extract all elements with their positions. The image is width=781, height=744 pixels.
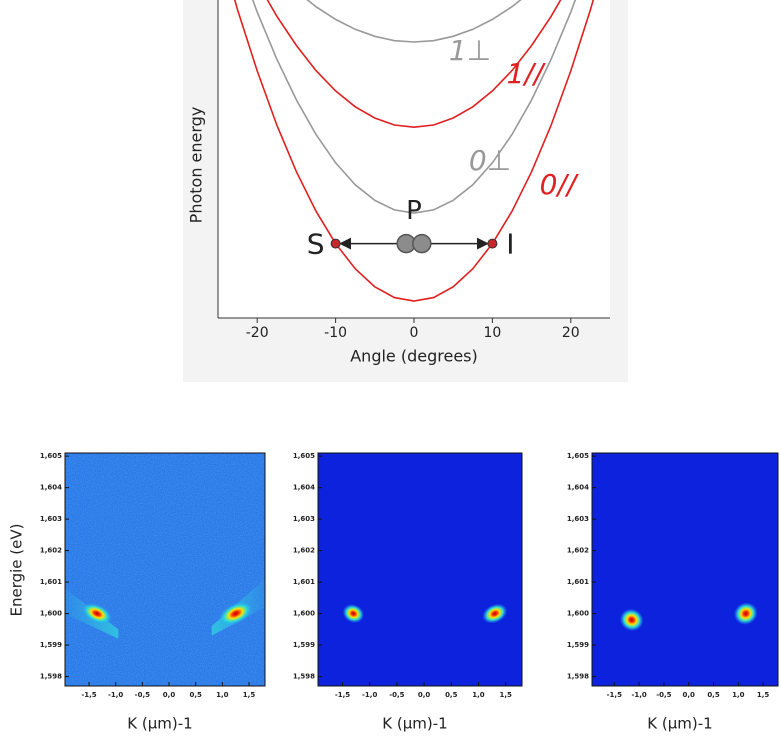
x-axis-label: K (µm)-1 (647, 715, 712, 733)
x-tick-label: 0 (410, 325, 419, 341)
point-label: I (506, 228, 514, 261)
y-tick-label: 1,599 (293, 641, 315, 649)
x-tick-label: 1,0 (216, 691, 229, 699)
plot-frame (317, 452, 523, 687)
point-label: S (307, 228, 325, 261)
x-tick-label: 10 (483, 325, 501, 341)
point-label: P (406, 196, 422, 226)
y-tick-label: 1,604 (293, 484, 315, 492)
y-tick-label: 1,599 (40, 641, 62, 649)
curve-label: 0// (540, 168, 579, 201)
y-tick-label: 1,603 (567, 515, 589, 523)
heatmap-blob (619, 608, 644, 632)
x-tick-label: -20 (246, 325, 269, 341)
y-tick-label: 1,602 (40, 547, 62, 555)
x-tick-label: -1,5 (335, 691, 350, 699)
y-tick-label: 1,602 (567, 547, 589, 555)
curve-label: 0⊥ (469, 144, 511, 177)
y-tick-label: 1,598 (567, 673, 589, 681)
x-tick-label: -1,0 (631, 691, 646, 699)
x-tick-label: -1,0 (108, 691, 123, 699)
x-tick-label: 20 (562, 325, 580, 341)
x-axis-label: K (µm)-1 (382, 715, 447, 733)
plot-frame (591, 452, 779, 687)
y-tick-label: 1,601 (567, 578, 589, 586)
point (487, 238, 498, 249)
y-tick-label: 1,605 (293, 452, 315, 460)
plot-area (218, 0, 610, 318)
x-axis-label: K (µm)-1 (127, 715, 192, 733)
y-tick-label: 1,599 (567, 641, 589, 649)
y-tick-label: 1,598 (40, 673, 62, 681)
x-tick-label: -1,5 (81, 691, 96, 699)
y-tick-label: 1,604 (567, 484, 589, 492)
x-tick-label: 0,0 (683, 691, 696, 699)
y-tick-label: 1,604 (40, 484, 62, 492)
heatmap-bg (318, 453, 522, 686)
x-tick-label: 1,0 (472, 691, 485, 699)
point (412, 233, 432, 254)
heatmap-bg (592, 453, 778, 686)
x-tick-label: 1,5 (499, 691, 512, 699)
curves (233, 0, 595, 302)
heatmap-blob (218, 601, 253, 626)
x-tick-label: -0,5 (656, 691, 671, 699)
x-tick-label: 0,5 (189, 691, 202, 699)
y-tick-label: 1,601 (293, 578, 315, 586)
y-tick-label: 1,603 (293, 515, 315, 523)
y-tick-label: 1,603 (40, 515, 62, 523)
y-tick-label: 1,602 (293, 547, 315, 555)
x-tick-label: 0,5 (707, 691, 720, 699)
y-tick-label: 1,600 (293, 610, 315, 618)
x-tick-label: 1,0 (732, 691, 745, 699)
x-tick-label: 0,0 (418, 691, 431, 699)
curve (306, 0, 522, 43)
curve-label: 1⊥ (449, 34, 491, 67)
x-tick-label: 0,0 (163, 691, 176, 699)
x-tick-label: -1,5 (607, 691, 622, 699)
x-axis-label: Angle (degrees) (350, 347, 478, 366)
heatmap-blob (82, 602, 112, 625)
y-tick-label: 1,600 (40, 610, 62, 618)
x-tick-label: 0,5 (445, 691, 458, 699)
y-tick-label: 1,605 (40, 452, 62, 460)
y-tick-label: 1,598 (293, 673, 315, 681)
x-tick-label: -0,5 (389, 691, 404, 699)
curve-label: 1// (507, 57, 546, 90)
y-tick-label: 1,600 (567, 610, 589, 618)
x-tick-label: -10 (324, 325, 347, 341)
x-tick-label: 1,5 (757, 691, 770, 699)
curve (266, 0, 562, 129)
curve (251, 0, 577, 214)
curve (233, 0, 595, 302)
heatmap-blob (733, 602, 758, 625)
y-axis-label: Energie (eV) (8, 524, 26, 617)
y-tick-label: 1,605 (567, 452, 589, 460)
point (330, 238, 341, 249)
y-axis-label: Photon energy (187, 107, 206, 224)
x-tick-label: 1,5 (243, 691, 256, 699)
plot-frame (64, 452, 266, 687)
heatmap-blob (482, 603, 508, 624)
x-tick-label: -1,0 (362, 691, 377, 699)
heatmap-noise (65, 453, 265, 686)
x-tick-label: -0,5 (135, 691, 150, 699)
y-tick-label: 1,601 (40, 578, 62, 586)
heatmap-blob (342, 604, 365, 623)
